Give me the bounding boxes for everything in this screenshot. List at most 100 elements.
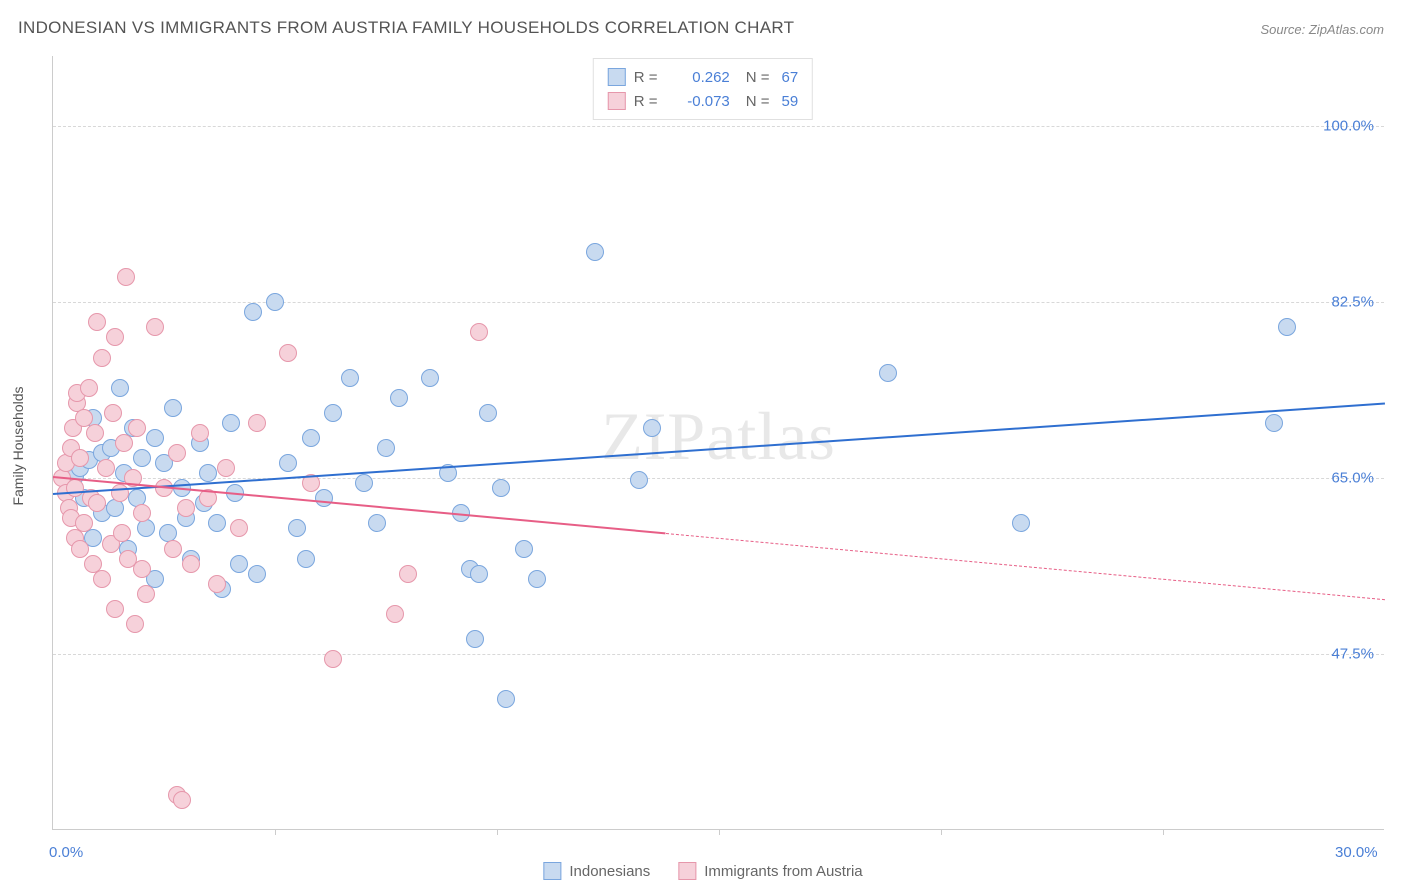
scatter-point	[104, 404, 122, 422]
y-tick-label: 65.0%	[1331, 470, 1374, 487]
r-value-1: 0.262	[670, 69, 730, 86]
scatter-point	[386, 605, 404, 623]
scatter-point	[643, 419, 661, 437]
scatter-point	[137, 585, 155, 603]
legend-swatch-icon	[543, 862, 561, 880]
scatter-point	[341, 369, 359, 387]
n-label: N =	[746, 93, 770, 110]
scatter-point	[315, 489, 333, 507]
scatter-point	[470, 565, 488, 583]
y-tick-label: 100.0%	[1323, 118, 1374, 135]
scatter-point	[879, 364, 897, 382]
scatter-point	[470, 323, 488, 341]
scatter-point	[279, 344, 297, 362]
trend-line	[666, 533, 1385, 600]
scatter-point	[208, 514, 226, 532]
scatter-point	[182, 555, 200, 573]
scatter-point	[97, 459, 115, 477]
legend-swatch-icon	[678, 862, 696, 880]
scatter-point	[324, 650, 342, 668]
n-value-1: 67	[782, 69, 799, 86]
chart-title: INDONESIAN VS IMMIGRANTS FROM AUSTRIA FA…	[18, 18, 794, 38]
scatter-point	[479, 404, 497, 422]
scatter-point	[164, 399, 182, 417]
r-label: R =	[634, 93, 662, 110]
scatter-point	[168, 444, 186, 462]
watermark: ZIPatlas	[601, 397, 836, 476]
scatter-point	[630, 471, 648, 489]
x-tick-mark	[1163, 829, 1164, 835]
scatter-point	[492, 479, 510, 497]
scatter-point	[230, 519, 248, 537]
scatter-point	[126, 615, 144, 633]
scatter-point	[222, 414, 240, 432]
legend-swatch-2	[608, 92, 626, 110]
scatter-point	[86, 424, 104, 442]
scatter-point	[128, 419, 146, 437]
scatter-point	[1265, 414, 1283, 432]
scatter-point	[399, 565, 417, 583]
x-tick-label: 0.0%	[49, 844, 83, 861]
scatter-point	[133, 560, 151, 578]
y-tick-label: 82.5%	[1331, 294, 1374, 311]
scatter-point	[111, 379, 129, 397]
x-tick-mark	[497, 829, 498, 835]
scatter-point	[297, 550, 315, 568]
scatter-point	[113, 524, 131, 542]
scatter-point	[71, 540, 89, 558]
scatter-point	[199, 464, 217, 482]
scatter-point	[515, 540, 533, 558]
n-value-2: 59	[782, 93, 799, 110]
scatter-point	[106, 600, 124, 618]
scatter-point	[390, 389, 408, 407]
series-legend: Indonesians Immigrants from Austria	[543, 862, 862, 880]
x-tick-mark	[941, 829, 942, 835]
scatter-point	[288, 519, 306, 537]
legend-label-2: Immigrants from Austria	[704, 863, 862, 880]
y-axis-label: Family Households	[10, 386, 26, 505]
scatter-point	[528, 570, 546, 588]
scatter-point	[248, 414, 266, 432]
scatter-point	[133, 504, 151, 522]
scatter-point	[266, 293, 284, 311]
scatter-point	[208, 575, 226, 593]
scatter-point	[377, 439, 395, 457]
x-tick-mark	[275, 829, 276, 835]
scatter-point	[355, 474, 373, 492]
scatter-point	[173, 791, 191, 809]
scatter-point	[164, 540, 182, 558]
scatter-point	[75, 514, 93, 532]
legend-swatch-1	[608, 68, 626, 86]
scatter-point	[279, 454, 297, 472]
legend-label-1: Indonesians	[569, 863, 650, 880]
scatter-point	[191, 424, 209, 442]
scatter-point	[111, 484, 129, 502]
scatter-point	[146, 318, 164, 336]
legend-item-2: Immigrants from Austria	[678, 862, 862, 880]
scatter-point	[80, 379, 98, 397]
scatter-point	[115, 434, 133, 452]
y-tick-label: 47.5%	[1331, 646, 1374, 663]
scatter-point	[324, 404, 342, 422]
scatter-point	[146, 429, 164, 447]
r-value-2: -0.073	[670, 93, 730, 110]
scatter-point	[421, 369, 439, 387]
scatter-point	[88, 313, 106, 331]
scatter-point	[1012, 514, 1030, 532]
scatter-point	[106, 328, 124, 346]
scatter-point	[93, 349, 111, 367]
scatter-point	[368, 514, 386, 532]
scatter-point	[302, 429, 320, 447]
scatter-point	[217, 459, 235, 477]
correlation-legend: R = 0.262 N = 67 R = -0.073 N = 59	[593, 58, 813, 120]
scatter-point	[1278, 318, 1296, 336]
scatter-point	[230, 555, 248, 573]
scatter-point	[248, 565, 266, 583]
r-label: R =	[634, 69, 662, 86]
gridline	[53, 654, 1384, 655]
scatter-point	[586, 243, 604, 261]
scatter-point	[133, 449, 151, 467]
scatter-point	[466, 630, 484, 648]
gridline	[53, 126, 1384, 127]
x-tick-label: 30.0%	[1335, 844, 1378, 861]
